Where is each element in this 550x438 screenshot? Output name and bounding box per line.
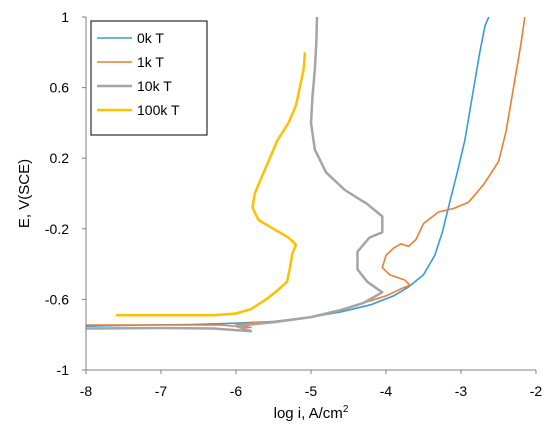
series-line-4 bbox=[116, 52, 307, 317]
x-tick-label: -2 bbox=[530, 383, 543, 399]
legend-label: 10k T bbox=[137, 78, 172, 94]
legend-label: 0k T bbox=[137, 30, 164, 46]
y-tick-label: -0.6 bbox=[45, 291, 69, 307]
x-tick-label: -7 bbox=[155, 383, 168, 399]
axes bbox=[82, 16, 537, 374]
y-tick-label: 0.6 bbox=[50, 80, 70, 96]
y-tick-label: 0.2 bbox=[50, 150, 70, 166]
x-axis-title-superscript: 2 bbox=[343, 404, 349, 415]
plot-lines bbox=[85, 16, 526, 333]
legend-label: 1k T bbox=[137, 54, 164, 70]
x-tick-label: -6 bbox=[230, 383, 243, 399]
tick-labels: -8 -7 -6 -5 -4 -3 -2 -1 -0.6 -0.2 0.2 0.6 1 bbox=[45, 9, 543, 399]
y-tick-label: -0.2 bbox=[45, 221, 69, 237]
series-line-3 bbox=[85, 16, 384, 333]
legend-box bbox=[90, 20, 208, 136]
x-tick-label: -5 bbox=[305, 383, 318, 399]
x-tick-label: -4 bbox=[380, 383, 393, 399]
y-tick-label: -1 bbox=[57, 362, 70, 378]
y-axis-title: E, V(SCE) bbox=[16, 159, 33, 228]
legend-label: 100k T bbox=[137, 102, 180, 118]
x-axis-title: log i, A/cm2 bbox=[274, 404, 349, 422]
y-tick-label: 1 bbox=[61, 9, 69, 25]
x-axis-title-text: log i, A/cm bbox=[274, 405, 343, 422]
legend: 0k T 1k T 10k T 100k T bbox=[90, 20, 208, 136]
x-tick-label: -8 bbox=[80, 383, 93, 399]
x-tick-label: -3 bbox=[455, 383, 468, 399]
